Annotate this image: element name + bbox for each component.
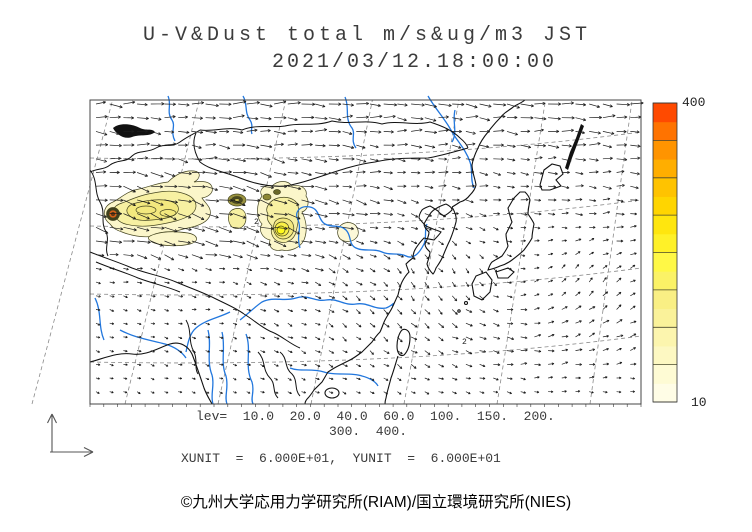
- vietnam-coast: [384, 355, 399, 405]
- contour-levels-text-2: 300. 400.: [329, 424, 408, 439]
- unit-vector-arrows: [47, 413, 94, 457]
- xunit-arrow: [50, 447, 94, 457]
- yangtze-river: [239, 296, 395, 321]
- hainan-island: [324, 387, 340, 399]
- vector-units-text: XUNIT = 6.000E+01, YUNIT = 6.000E+01: [181, 451, 501, 466]
- taiwan-island: [396, 328, 411, 357]
- colorbar: [652, 102, 678, 403]
- colorbar-min-label: 10: [691, 395, 707, 410]
- dust-west-spot-core: [110, 211, 116, 217]
- amur-river: [427, 95, 475, 189]
- yunit-arrow: [47, 413, 57, 452]
- korea-peninsula: [423, 203, 457, 275]
- dust-central-core: [276, 225, 286, 235]
- dust-contour-layer: [104, 170, 359, 251]
- coastline-layer: [89, 99, 584, 405]
- border-mongolia-south: [193, 132, 469, 187]
- border-pamir: [89, 169, 109, 257]
- dust-tarim-lower-lobe: [147, 231, 197, 247]
- mekong-river: [245, 333, 254, 405]
- yellow-river: [296, 206, 428, 258]
- border-northwest: [89, 129, 201, 173]
- sakhalin-island: [565, 124, 584, 170]
- map-frame: [89, 99, 642, 405]
- figure-timestamp: 2021/03/12.18:00:00: [272, 51, 558, 74]
- russia-coast: [451, 99, 526, 208]
- border-mongolia-north: [199, 120, 469, 149]
- ganges-river: [119, 329, 187, 359]
- contour-label-layer: 22: [254, 218, 467, 347]
- contour-levels-text: lev= 10.0 20.0 40.0 60.0 100. 150. 200.: [196, 409, 555, 424]
- india-coast: [89, 342, 213, 405]
- honshu-island: [487, 191, 535, 271]
- kyushu-island: [471, 271, 493, 301]
- hokkaido-island: [539, 163, 564, 191]
- shikoku-island: [495, 267, 515, 279]
- china-coast: [304, 203, 453, 405]
- colorbar-max-label: 400: [682, 95, 706, 110]
- dust-gobi-lobe: [228, 208, 247, 229]
- svg-text:2: 2: [462, 338, 467, 347]
- frame-ticks: [89, 404, 642, 407]
- wind-vector-layer: [95, 100, 644, 395]
- copyright-text: ©九州大学応用力学研究所(RIAM)/国立環境研究所(NIES): [180, 494, 572, 511]
- brahmaputra-river: [185, 311, 231, 353]
- figure-title: U-V&Dust total m/s&ug/m3 JST: [143, 24, 592, 47]
- svg-text:2: 2: [254, 218, 259, 227]
- pearl-river: [289, 367, 379, 387]
- himalaya-border: [89, 251, 245, 315]
